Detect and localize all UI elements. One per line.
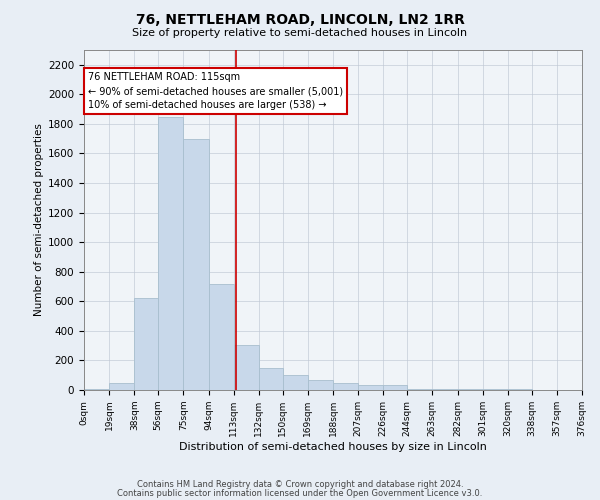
Bar — [233, 345, 259, 390]
Text: Contains public sector information licensed under the Open Government Licence v3: Contains public sector information licen… — [118, 488, 482, 498]
Bar — [209, 284, 233, 390]
Text: 76 NETTLEHAM ROAD: 115sqm
← 90% of semi-detached houses are smaller (5,001)
10% : 76 NETTLEHAM ROAD: 115sqm ← 90% of semi-… — [88, 72, 343, 110]
Bar — [358, 385, 383, 390]
Bar — [259, 368, 283, 390]
Y-axis label: Number of semi-detached properties: Number of semi-detached properties — [34, 124, 44, 316]
Bar — [134, 298, 158, 390]
Bar — [308, 380, 333, 390]
Text: Contains HM Land Registry data © Crown copyright and database right 2024.: Contains HM Land Registry data © Crown c… — [137, 480, 463, 489]
Bar — [383, 385, 407, 390]
Bar — [84, 388, 109, 390]
Text: 76, NETTLEHAM ROAD, LINCOLN, LN2 1RR: 76, NETTLEHAM ROAD, LINCOLN, LN2 1RR — [136, 12, 464, 26]
Bar — [109, 382, 134, 390]
Bar — [333, 382, 358, 390]
Bar — [283, 375, 308, 390]
Bar — [158, 116, 184, 390]
Bar — [184, 138, 209, 390]
X-axis label: Distribution of semi-detached houses by size in Lincoln: Distribution of semi-detached houses by … — [179, 442, 487, 452]
Text: Size of property relative to semi-detached houses in Lincoln: Size of property relative to semi-detach… — [133, 28, 467, 38]
